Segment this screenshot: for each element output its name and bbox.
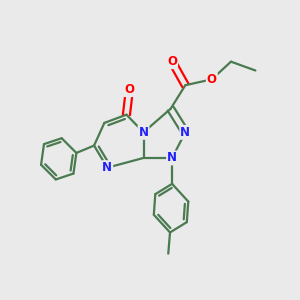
Text: N: N (102, 161, 112, 174)
Text: N: N (139, 126, 148, 139)
Text: N: N (180, 126, 190, 139)
Text: N: N (167, 152, 177, 164)
Text: O: O (124, 83, 134, 96)
Text: O: O (167, 55, 177, 68)
Text: O: O (207, 73, 217, 86)
